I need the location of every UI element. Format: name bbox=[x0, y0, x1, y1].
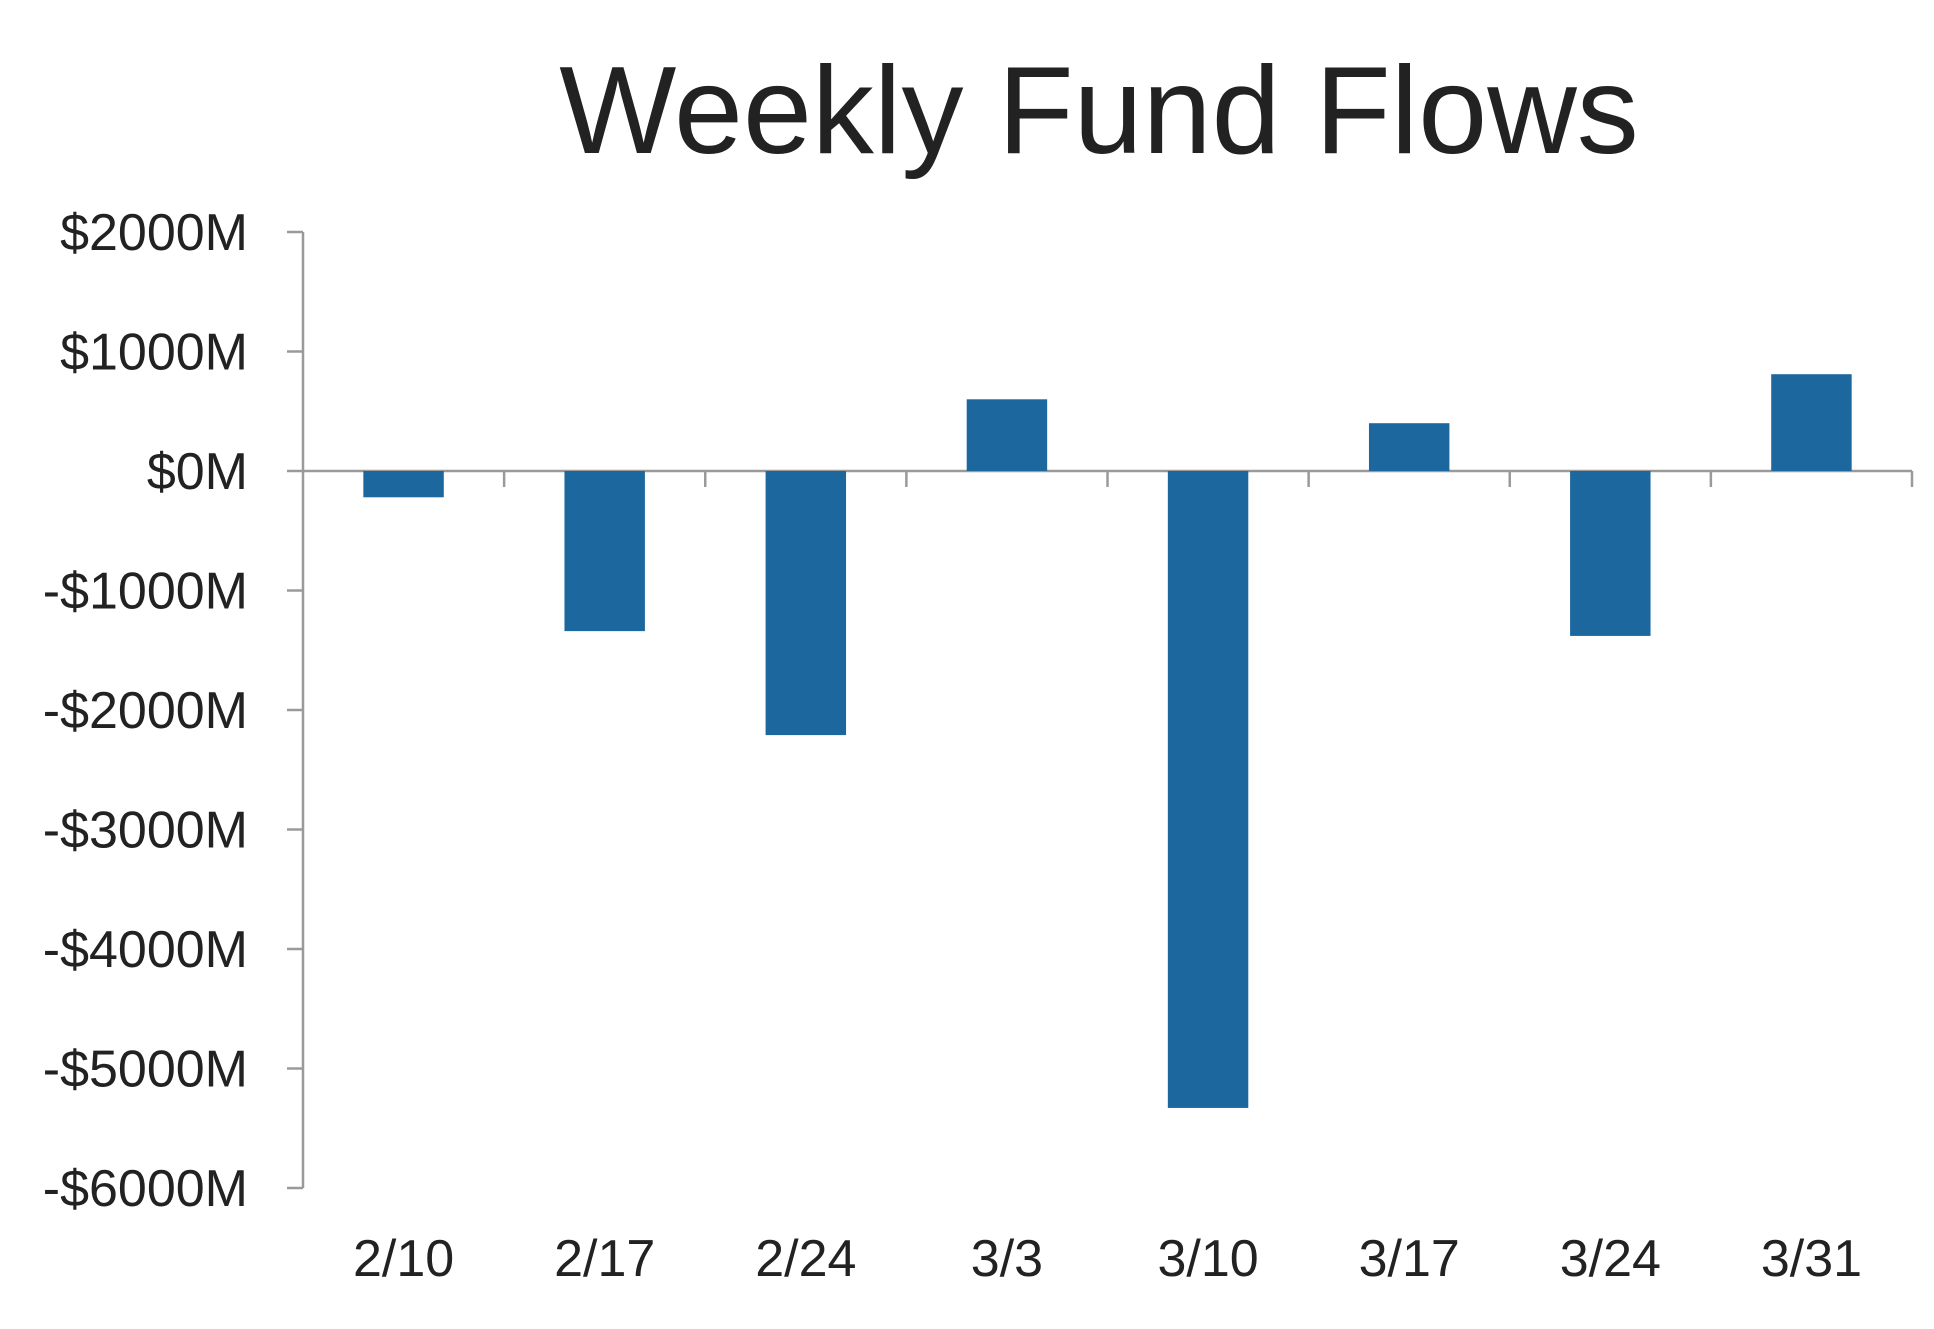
y-axis bbox=[287, 230, 305, 1190]
x-tick-label: 3/24 bbox=[1560, 1230, 1661, 1288]
y-tick-label: -$5000M bbox=[43, 1041, 248, 1099]
x-axis bbox=[303, 469, 1914, 487]
bar-3-31 bbox=[1771, 374, 1852, 471]
bars-group bbox=[363, 374, 1852, 1108]
x-tick-labels: 2/10 2/17 2/24 3/3 3/10 3/17 3/24 3/31 bbox=[353, 1230, 1862, 1288]
chart-title: Weekly Fund Flows bbox=[559, 42, 1639, 180]
bar-3-17 bbox=[1368, 423, 1450, 471]
bar-2-10 bbox=[363, 471, 444, 498]
bar-2-17 bbox=[564, 471, 645, 632]
x-tick-label: 3/31 bbox=[1761, 1230, 1862, 1288]
x-tick-label: 3/10 bbox=[1157, 1230, 1258, 1288]
x-tick-label: 3/3 bbox=[971, 1230, 1043, 1288]
x-tick-label: 2/24 bbox=[755, 1230, 856, 1288]
y-tick-label: $0M bbox=[147, 443, 248, 501]
y-tick-label: -$6000M bbox=[43, 1160, 248, 1218]
y-tick-label: $2000M bbox=[60, 204, 248, 262]
bar-2-24 bbox=[765, 471, 847, 736]
y-tick-label: -$2000M bbox=[43, 682, 248, 740]
bar-3-10 bbox=[1167, 471, 1249, 1108]
bar-3-24 bbox=[1570, 471, 1651, 636]
x-tick-label: 2/17 bbox=[554, 1230, 655, 1288]
x-tick-label: 3/17 bbox=[1359, 1230, 1460, 1288]
y-tick-label: -$1000M bbox=[43, 563, 248, 621]
y-tick-labels: $2000M $1000M $0M -$1000M -$2000M -$3000M -$40… bbox=[43, 204, 248, 1218]
y-tick-label: $1000M bbox=[60, 324, 248, 382]
y-tick-label: -$4000M bbox=[43, 921, 248, 979]
y-tick-label: -$3000M bbox=[43, 802, 248, 860]
bar-3-3 bbox=[966, 399, 1048, 471]
x-tick-label: 2/10 bbox=[353, 1230, 454, 1288]
